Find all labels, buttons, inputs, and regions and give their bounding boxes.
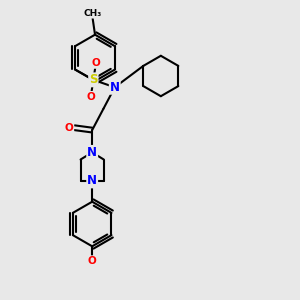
Text: N: N: [87, 146, 97, 159]
Text: CH₃: CH₃: [83, 9, 102, 18]
Text: N: N: [87, 174, 97, 188]
Text: O: O: [88, 256, 97, 266]
Text: O: O: [87, 92, 95, 102]
Text: N: N: [110, 81, 120, 94]
Text: O: O: [92, 58, 100, 68]
Text: O: O: [64, 123, 74, 133]
Text: S: S: [89, 74, 98, 86]
